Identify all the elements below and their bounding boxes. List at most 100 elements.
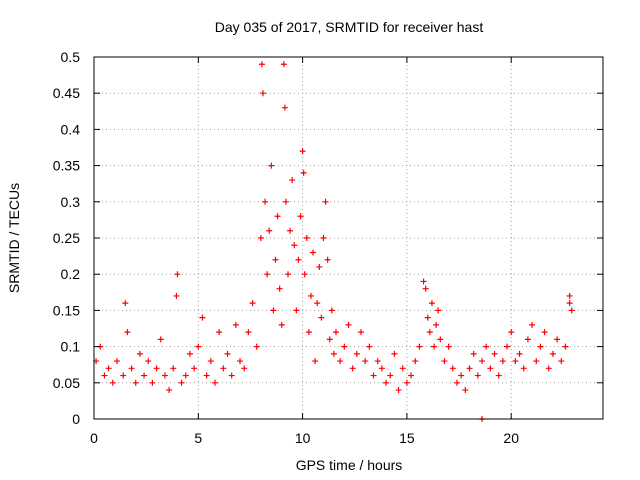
data-point [224,350,231,357]
data-point [132,379,139,386]
chart-title: Day 035 of 2017, SRMTID for receiver has… [215,19,484,35]
data-point [314,300,321,307]
x-axis-label: GPS time / hours [296,457,403,473]
x-tick-label: 0 [90,430,98,446]
data-point [141,372,148,379]
data-point [128,365,135,372]
data-point [566,292,573,299]
data-point [282,198,289,205]
x-tick-label: 15 [399,430,415,446]
data-point [537,343,544,350]
data-point [300,169,307,176]
data-point [568,307,575,314]
data-point [272,256,279,263]
data-point [166,387,173,394]
data-point [378,365,385,372]
data-point [291,242,298,249]
data-point [391,350,398,357]
data-point [558,358,565,365]
data-point [533,358,540,365]
data-point [270,307,277,314]
data-point [322,198,329,205]
data-point [228,372,235,379]
data-point [203,372,210,379]
data-point [259,90,266,97]
data-point [431,343,438,350]
data-point [330,350,337,357]
data-point [412,358,419,365]
data-point [516,350,523,357]
data-point [491,350,498,357]
data-point [520,365,527,372]
data-point [341,343,348,350]
data-point [524,336,531,343]
data-point [487,365,494,372]
x-tick-label: 10 [295,430,311,446]
grid-lines [94,57,603,419]
data-point [428,300,435,307]
data-point [153,365,160,372]
data-point [437,336,444,343]
data-point [435,307,442,314]
data-point [170,365,177,372]
data-point [483,343,490,350]
data-point [182,372,189,379]
x-tick-label: 5 [194,430,202,446]
data-point [416,343,423,350]
data-point [545,365,552,372]
data-point [113,358,120,365]
y-tick-label: 0.2 [61,266,81,282]
y-tick-label: 0.25 [53,230,80,246]
data-point [120,372,127,379]
data-point [207,358,214,365]
data-point [462,387,469,394]
data-point [301,271,308,278]
data-point [549,350,556,357]
data-point [424,314,431,321]
data-point [387,372,394,379]
data-point [554,336,561,343]
data-point [499,358,506,365]
data-point [136,350,143,357]
data-point [470,350,477,357]
data-point [441,358,448,365]
data-point [173,292,180,299]
data-point [303,235,310,241]
data-point [316,263,323,270]
data-point [422,285,429,292]
data-point [349,365,356,372]
data-point [157,336,164,343]
data-point [287,227,294,234]
data-point [458,372,465,379]
data-point [186,350,193,357]
data-point [362,358,369,365]
data-point [562,343,569,350]
data-point [337,358,344,365]
data-point [257,235,264,241]
data-point [358,329,365,336]
data-point [122,300,129,307]
data-point [124,329,131,336]
data-point [297,213,304,220]
data-point [495,372,502,379]
y-tick-label: 0.05 [53,375,80,391]
data-point [237,358,244,365]
data-point [310,249,317,256]
y-tick-label: 0.15 [53,302,80,318]
data-point [258,61,265,68]
data-point [353,350,360,357]
data-point [274,213,281,220]
data-point [266,227,273,234]
data-point [324,256,331,263]
data-point [305,329,312,336]
data-point [426,329,433,336]
data-point [370,372,377,379]
data-point [512,358,519,365]
data-point [253,343,260,350]
data-point [280,61,287,68]
data-point [395,387,402,394]
data-point [307,292,314,299]
data-point [109,379,116,386]
data-point [105,365,112,372]
data-point [178,379,185,386]
